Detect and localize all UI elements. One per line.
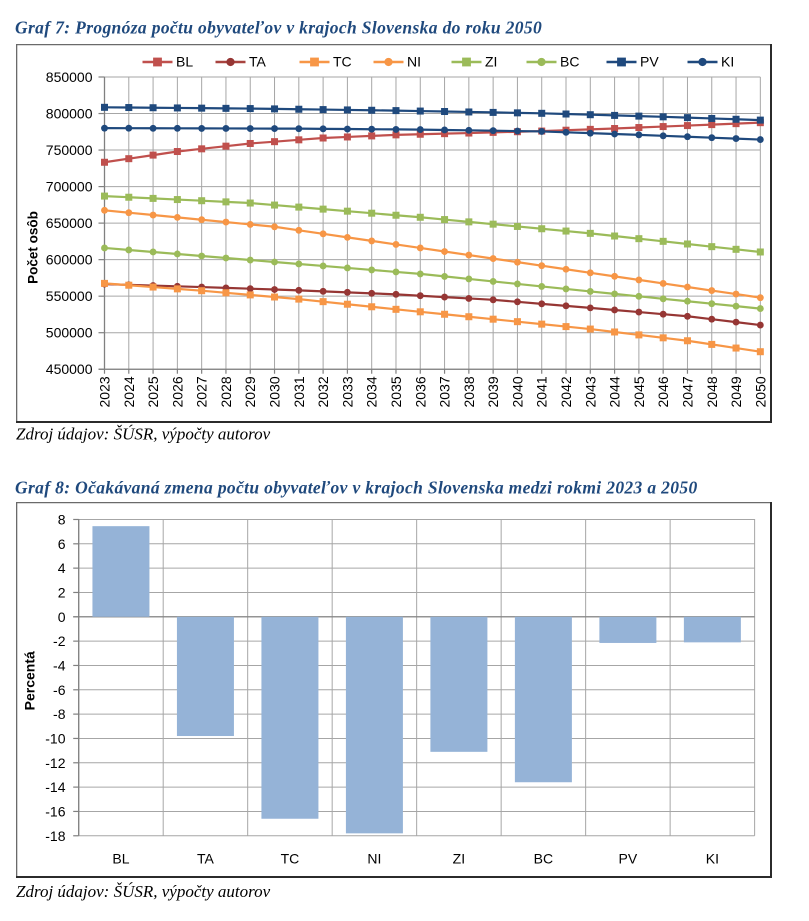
svg-text:2024: 2024 xyxy=(121,376,137,407)
svg-text:800000: 800000 xyxy=(46,106,93,122)
svg-text:6: 6 xyxy=(58,536,66,552)
svg-text:600000: 600000 xyxy=(46,252,93,268)
svg-text:NI: NI xyxy=(367,851,381,867)
svg-text:BC: BC xyxy=(534,851,553,867)
svg-text:2043: 2043 xyxy=(582,376,598,407)
svg-text:BL: BL xyxy=(112,851,129,867)
svg-text:Graf 7: Prognóza počtu obyvate: Graf 7: Prognóza počtu obyvateľov v kraj… xyxy=(15,18,542,38)
svg-text:ZI: ZI xyxy=(485,54,497,70)
svg-text:2047: 2047 xyxy=(679,376,695,407)
svg-text:2027: 2027 xyxy=(194,376,210,407)
svg-text:2041: 2041 xyxy=(534,376,550,407)
svg-text:2023: 2023 xyxy=(97,376,113,407)
svg-text:TA: TA xyxy=(197,851,215,867)
svg-text:2049: 2049 xyxy=(728,376,744,407)
svg-text:2044: 2044 xyxy=(607,376,623,407)
svg-text:2028: 2028 xyxy=(218,376,234,407)
svg-text:2038: 2038 xyxy=(461,376,477,407)
svg-text:500000: 500000 xyxy=(46,325,93,341)
svg-text:Počet osôb: Počet osôb xyxy=(26,211,41,284)
svg-text:2050: 2050 xyxy=(752,376,768,407)
svg-text:ZI: ZI xyxy=(453,851,465,867)
svg-text:2: 2 xyxy=(58,584,66,600)
svg-text:2036: 2036 xyxy=(412,376,428,407)
svg-text:850000: 850000 xyxy=(46,69,93,85)
svg-text:2048: 2048 xyxy=(704,376,720,407)
svg-text:450000: 450000 xyxy=(46,361,93,377)
svg-text:TC: TC xyxy=(281,851,300,867)
svg-text:2035: 2035 xyxy=(388,376,404,407)
svg-text:750000: 750000 xyxy=(46,142,93,158)
svg-text:TC: TC xyxy=(333,54,352,70)
svg-text:8: 8 xyxy=(58,511,66,527)
svg-text:2033: 2033 xyxy=(339,376,355,407)
svg-text:Graf 8: Očakávaná zmena počtu: Graf 8: Očakávaná zmena počtu obyvateľov… xyxy=(15,478,698,498)
svg-text:2025: 2025 xyxy=(145,376,161,407)
svg-text:BC: BC xyxy=(560,54,579,70)
svg-text:Zdroj údajov: ŠÚSR, výpočty au: Zdroj údajov: ŠÚSR, výpočty autorov xyxy=(16,882,271,901)
svg-text:KI: KI xyxy=(706,851,719,867)
svg-text:-6: -6 xyxy=(53,682,66,698)
svg-text:NI: NI xyxy=(407,54,421,70)
svg-text:-14: -14 xyxy=(45,779,65,795)
svg-text:Zdroj údajov: ŠÚSR, výpočty au: Zdroj údajov: ŠÚSR, výpočty autorov xyxy=(16,425,271,444)
svg-text:-10: -10 xyxy=(45,730,65,746)
svg-text:2029: 2029 xyxy=(242,376,258,407)
svg-text:TA: TA xyxy=(249,54,267,70)
svg-text:2031: 2031 xyxy=(291,376,307,407)
svg-text:650000: 650000 xyxy=(46,215,93,231)
svg-text:550000: 550000 xyxy=(46,288,93,304)
svg-text:-8: -8 xyxy=(53,706,66,722)
svg-text:2046: 2046 xyxy=(655,376,671,407)
svg-text:2037: 2037 xyxy=(437,376,453,407)
svg-text:4: 4 xyxy=(58,560,66,576)
svg-text:-4: -4 xyxy=(53,657,66,673)
svg-text:700000: 700000 xyxy=(46,179,93,195)
svg-text:2026: 2026 xyxy=(169,376,185,407)
svg-text:BL: BL xyxy=(176,54,193,70)
svg-text:2040: 2040 xyxy=(509,376,525,407)
svg-text:2030: 2030 xyxy=(267,376,283,407)
svg-text:2045: 2045 xyxy=(631,376,647,407)
svg-text:PV: PV xyxy=(640,54,659,70)
svg-text:-2: -2 xyxy=(53,633,66,649)
svg-text:-18: -18 xyxy=(45,828,65,844)
svg-text:2042: 2042 xyxy=(558,376,574,407)
svg-text:0: 0 xyxy=(58,609,66,625)
svg-text:2032: 2032 xyxy=(315,376,331,407)
svg-text:-12: -12 xyxy=(45,755,65,771)
svg-text:2034: 2034 xyxy=(364,376,380,407)
svg-text:2039: 2039 xyxy=(485,376,501,407)
svg-text:PV: PV xyxy=(619,851,638,867)
svg-text:KI: KI xyxy=(721,54,734,70)
svg-text:-16: -16 xyxy=(45,803,65,819)
svg-text:Percentá: Percentá xyxy=(22,651,38,710)
